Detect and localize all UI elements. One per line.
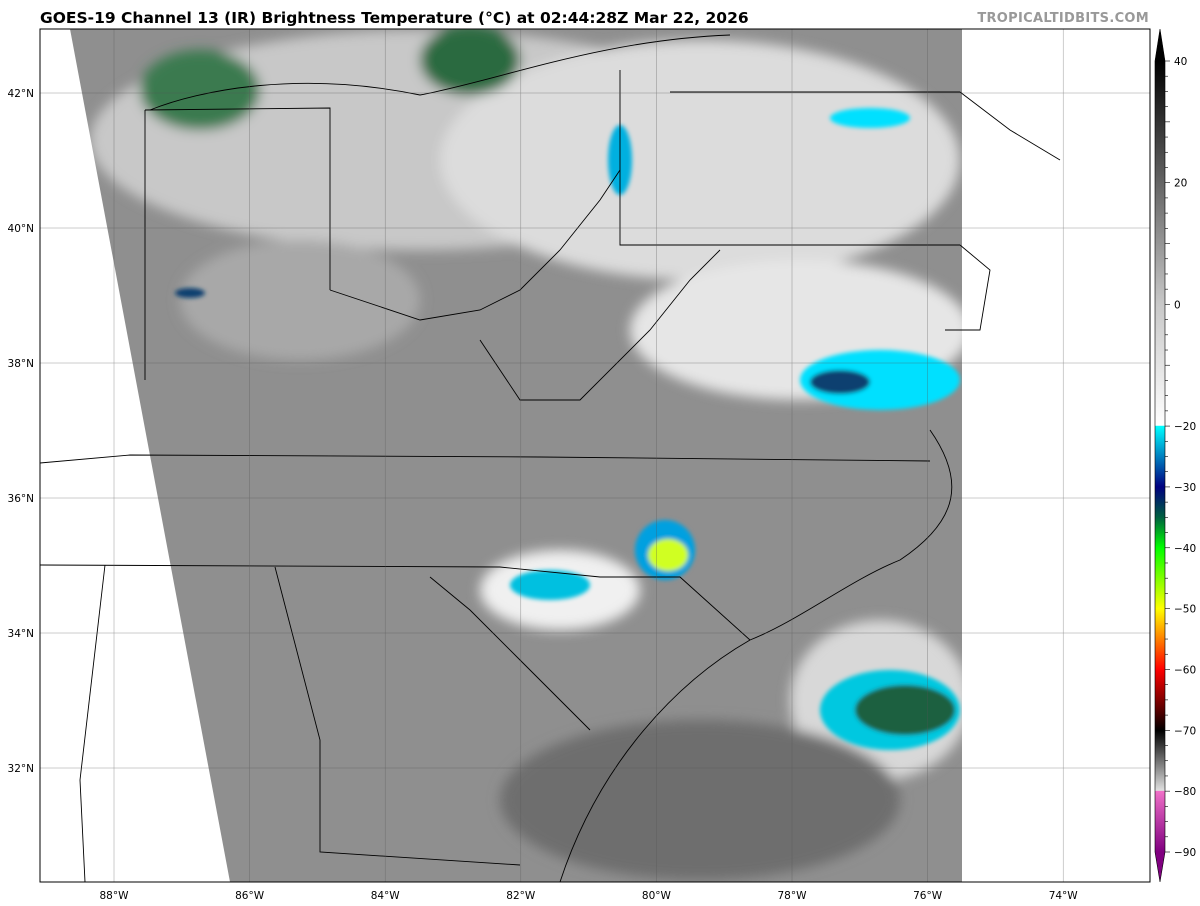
watermark: TROPICALTIDBITS.COM: [977, 11, 1149, 26]
no-data-east: [962, 29, 1150, 882]
longitude-label: 88°W: [100, 890, 130, 902]
latitude-label: 38°N: [8, 358, 34, 370]
colorbar-label: −40: [1174, 543, 1196, 555]
longitude-label: 76°W: [913, 890, 943, 902]
colorbar-label: −50: [1174, 604, 1196, 616]
longitude-label: 78°W: [778, 890, 808, 902]
gridlines: [40, 29, 1150, 882]
colorbar-label: −20: [1174, 421, 1196, 433]
boundaries: [40, 34, 1061, 882]
no-data-west: [40, 29, 230, 882]
longitude-label: 80°W: [642, 890, 672, 902]
colorbar-label: 20: [1174, 178, 1187, 190]
colorbar-label: −90: [1174, 847, 1196, 859]
longitude-label: 84°W: [371, 890, 401, 902]
map-frame: [39, 28, 1151, 883]
latitude-label: 32°N: [8, 763, 34, 775]
latitude-label: 42°N: [8, 88, 34, 100]
colorbar-label: −80: [1174, 786, 1196, 798]
colorbar-label: 0: [1174, 299, 1181, 311]
colorbar-bar: [1154, 28, 1166, 883]
cold-cloud-tops: [175, 108, 960, 750]
latitude-label: 40°N: [8, 223, 34, 235]
latitude-label: 34°N: [8, 628, 34, 640]
map-title: GOES-19 Channel 13 (IR) Brightness Tempe…: [40, 9, 749, 27]
colorbar-label: 40: [1174, 56, 1187, 68]
latitude-label: 36°N: [8, 493, 34, 505]
colorbar-label: −70: [1174, 725, 1196, 737]
longitude-label: 82°W: [506, 890, 536, 902]
colorbar: 40 20 0 −20 −30 −40 −50 −60 −70 −80 −90: [1154, 28, 1196, 883]
colorbar-label: −30: [1174, 482, 1196, 494]
longitude-label: 86°W: [235, 890, 265, 902]
longitude-label: 74°W: [1049, 890, 1079, 902]
colorbar-label: −60: [1174, 664, 1196, 676]
map-area: [40, 29, 1150, 882]
axis-labels: 88°W 86°W 84°W 82°W 80°W 78°W 76°W 74°W 42°N 40°N…: [8, 88, 1079, 902]
